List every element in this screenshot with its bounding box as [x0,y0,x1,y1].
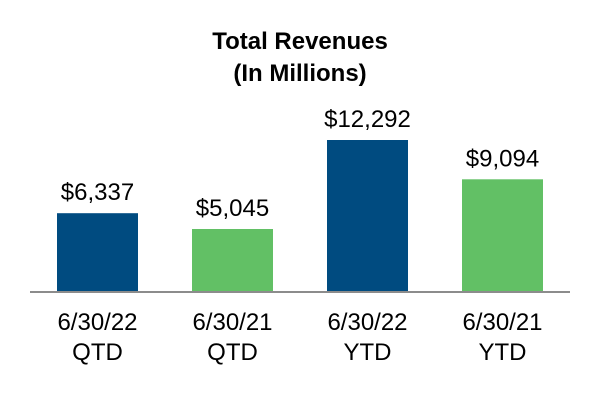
chart-title: Total Revenues [212,28,388,55]
bar-value-label: $12,292 [324,106,411,133]
bars-layer [57,140,543,291]
category-label: 6/30/22 [57,309,137,336]
value-labels-layer: $6,337 $5,045 $12,292 $9,094 [61,106,539,222]
chart-subtitle: (In Millions) [233,60,367,87]
category-label: 6/30/21 [192,309,272,336]
bar [57,213,138,291]
category-label: QTD [72,339,123,366]
category-label: 6/30/21 [462,309,542,336]
category-labels-layer: 6/30/22 QTD 6/30/21 QTD 6/30/22 YTD 6/30/21 YTD [57,309,542,366]
bar [327,140,408,291]
bar-value-label: $9,094 [466,145,539,172]
chart-title-block: Total Revenues (In Millions) [0,26,600,90]
category-label: 6/30/22 [327,309,407,336]
bar-value-label: $5,045 [196,195,269,222]
bar-value-label: $6,337 [61,179,134,206]
category-label: YTD [344,339,392,366]
bar [462,179,543,291]
category-label: QTD [207,339,258,366]
bar [192,229,273,291]
category-label: YTD [479,339,527,366]
